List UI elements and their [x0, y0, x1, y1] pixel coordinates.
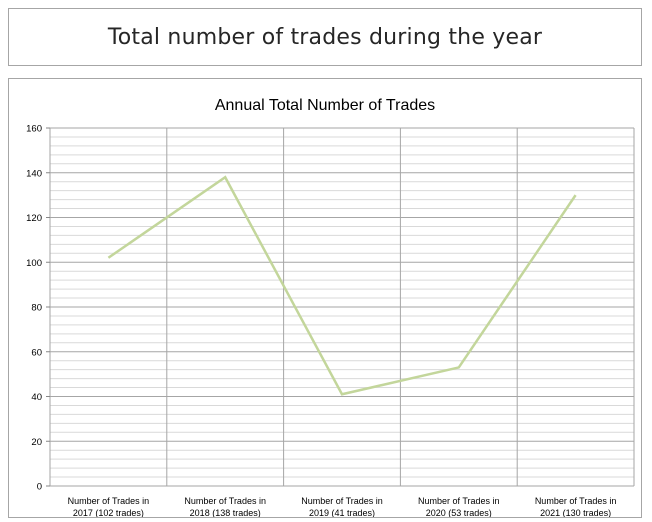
x-tick-label-line: Number of Trades in: [68, 496, 150, 506]
chart-title: Annual Total Number of Trades: [215, 97, 435, 114]
x-tick-label: Number of Trades in 2018 (138 trades): [184, 496, 266, 517]
y-tick-label: 120: [26, 213, 42, 224]
series-layer: [107, 175, 577, 396]
y-tick-label: 80: [31, 303, 42, 314]
x-tick-label: Number of Trades in 2017 (102 trades): [68, 496, 150, 517]
y-tick-label: 160: [26, 124, 42, 135]
y-tick-label: 60: [31, 347, 42, 358]
y-tick-label: 40: [31, 392, 42, 403]
header-box: Total number of trades during the year: [8, 8, 642, 66]
x-tick-label: Number of Trades in 2020 (53 trades): [418, 496, 500, 517]
x-tick-label-line: 2019 (41 trades): [309, 508, 375, 517]
y-tick-label: 20: [31, 437, 42, 448]
x-tick-label: Number of Trades in 2021 (130 trades): [535, 496, 617, 517]
line-chart: Annual Total Number of Trades 0 20 40 60 80 1…: [26, 97, 635, 518]
x-tick-label-line: Number of Trades in: [184, 496, 266, 506]
x-tick-label-line: Number of Trades in: [418, 496, 500, 506]
series-line: [107, 175, 577, 396]
y-tick-label: 100: [26, 258, 42, 269]
y-tick-label: 0: [37, 482, 42, 493]
x-tick-label-line: Number of Trades in: [301, 496, 383, 506]
x-tick-label-line: 2017 (102 trades): [73, 508, 144, 517]
x-tick-label-line: 2021 (130 trades): [540, 508, 611, 517]
x-tick-label-line: 2020 (53 trades): [426, 508, 492, 517]
grid-layer: [49, 127, 635, 487]
page-title: Total number of trades during the year: [107, 24, 543, 50]
x-tick-label: Number of Trades in 2019 (41 trades): [301, 496, 383, 517]
y-tick-label: 140: [26, 168, 42, 179]
x-tick-label-line: Number of Trades in: [535, 496, 617, 506]
chart-container: Annual Total Number of Trades 0 20 40 60 80 1…: [8, 78, 642, 518]
x-tick-label-line: 2018 (138 trades): [190, 508, 261, 517]
axis-layer: 0 20 40 60 80 100 120 140 160 Number of Trades in…: [26, 124, 616, 518]
